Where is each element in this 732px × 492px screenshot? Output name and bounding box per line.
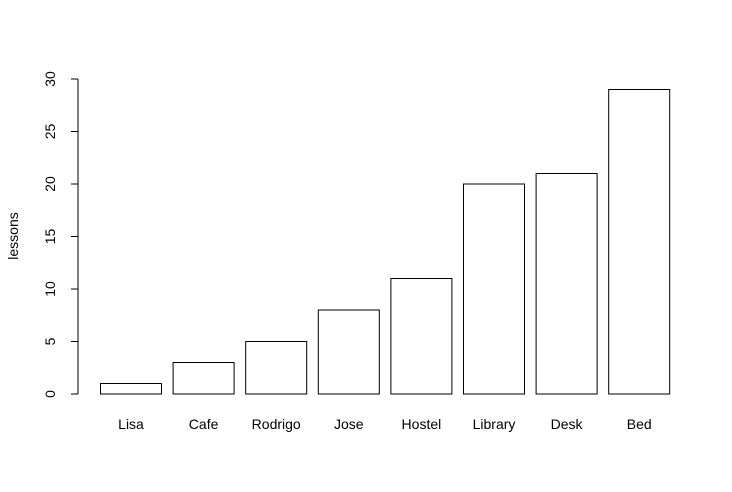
y-axis: 0 5 10 15 20 25 30 [42,71,79,398]
x-tick-label: Rodrigo [252,416,301,432]
bar-hostel [390,278,453,395]
x-tick-label: Desk [551,416,584,432]
bar-lisa [100,383,162,395]
bar-library [463,183,525,395]
bars [100,89,671,395]
y-tick-label: 30 [42,71,58,87]
bar-cafe [172,362,235,395]
y-axis-label: lessons [5,212,21,259]
x-tick-label: Hostel [402,416,442,432]
y-tick-label: 20 [42,176,58,192]
bar-desk [535,173,598,395]
x-tick-label: Jose [334,416,364,432]
y-tick-label: 15 [42,229,58,245]
bar-jose [317,309,380,395]
bar-bed [608,89,671,395]
x-tick-label: Cafe [189,416,219,432]
x-tick-label: Lisa [118,416,144,432]
y-tick-label: 10 [42,281,58,297]
y-tick-label: 0 [42,390,58,398]
x-tick-label: Bed [627,416,652,432]
y-tick-label: 25 [42,124,58,140]
bar-rodrigo [245,341,308,395]
x-tick-label: Library [473,416,516,432]
x-axis-labels: Lisa Cafe Rodrigo Jose Hostel Library Desk Bed [118,416,652,432]
y-tick-label: 5 [42,337,58,345]
